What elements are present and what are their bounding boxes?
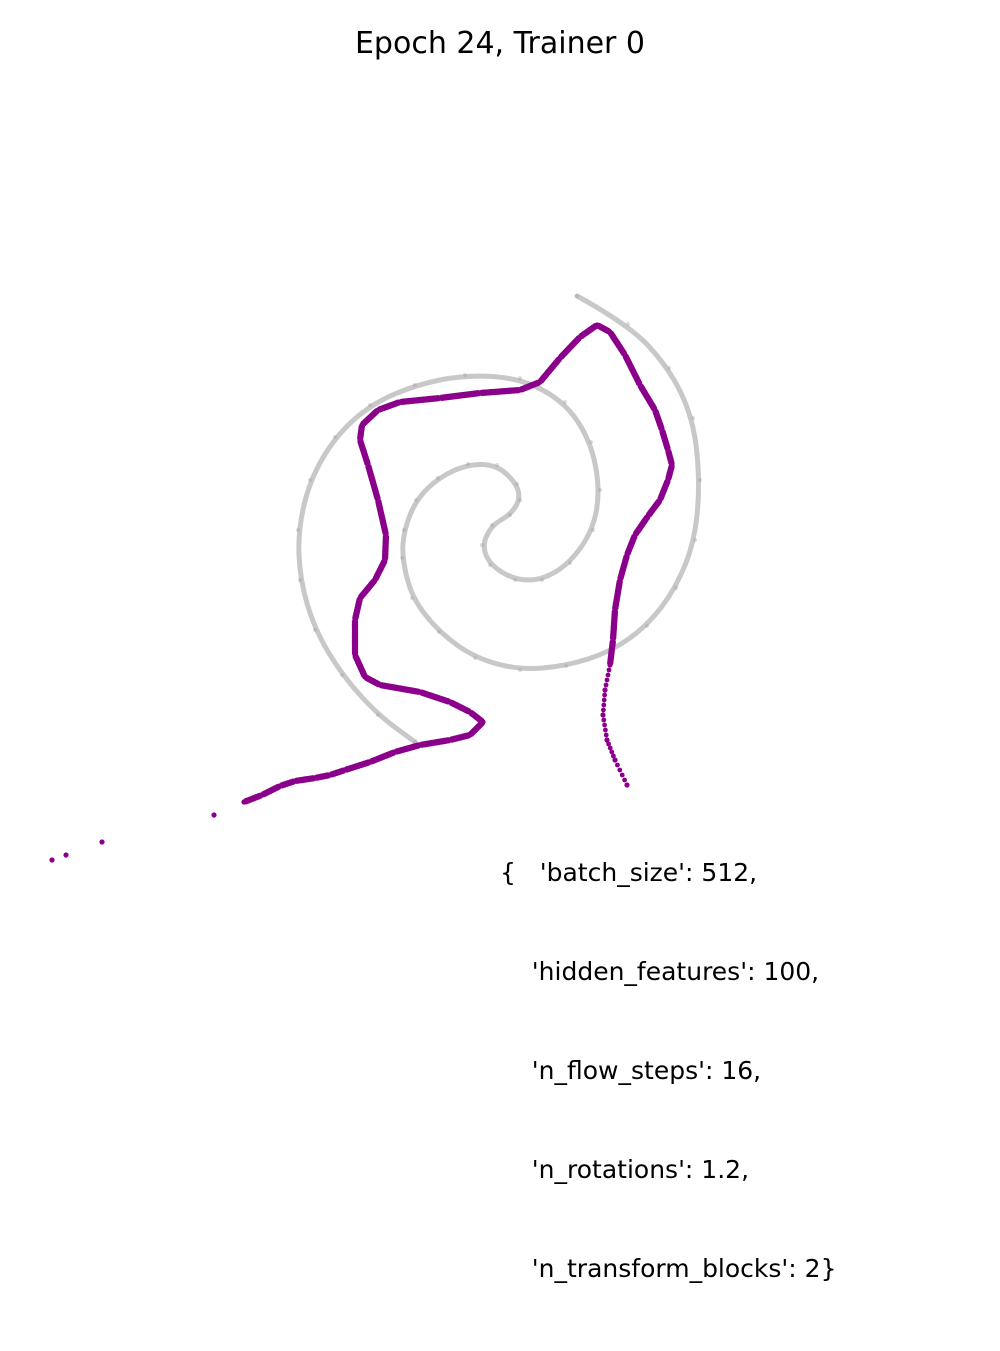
target-point — [480, 543, 484, 547]
sample-point — [602, 722, 607, 728]
target-point — [563, 400, 567, 404]
sample-point — [602, 692, 607, 698]
sample-point — [606, 741, 611, 747]
target-point — [591, 528, 595, 532]
sample-point — [603, 727, 608, 733]
config-line: 'hidden_features': 100, — [500, 957, 820, 986]
sample-point — [607, 662, 613, 668]
sample-point — [609, 749, 615, 755]
sample-point — [604, 677, 610, 683]
target-point — [513, 578, 517, 582]
figure: Epoch 24, Trainer 0 { 'batch_size': 512,… — [49, 26, 836, 1283]
target-point — [495, 463, 499, 467]
sample-point — [603, 732, 609, 738]
target-point — [518, 498, 522, 502]
sample-point — [611, 753, 616, 759]
sample-point — [603, 682, 609, 688]
sample-point — [601, 717, 607, 723]
target-point — [698, 478, 702, 482]
sample-point — [619, 772, 625, 778]
sample-point — [63, 852, 69, 858]
config-line: 'n_flow_steps': 16, — [500, 1056, 762, 1085]
sample-point — [615, 762, 620, 768]
target-point — [340, 673, 344, 677]
sample-point — [601, 697, 607, 703]
target-spiral — [296, 293, 702, 745]
target-point — [564, 664, 568, 668]
sample-point — [600, 712, 606, 718]
config-annotation: { 'batch_size': 512, 'hidden_features': … — [500, 790, 836, 1351]
target-point — [463, 373, 467, 377]
sample-point — [605, 672, 611, 678]
target-point — [473, 656, 477, 660]
target-point — [515, 482, 519, 486]
target-point — [410, 596, 414, 600]
sample-point — [601, 707, 606, 713]
target-point — [693, 538, 697, 542]
target-point — [400, 556, 404, 560]
sample-point — [607, 745, 613, 751]
target-point — [645, 624, 649, 628]
target-point — [402, 528, 406, 532]
plot-area — [49, 293, 702, 863]
target-point — [368, 403, 372, 407]
target-point — [598, 488, 602, 492]
target-point — [333, 435, 337, 439]
target-point — [691, 416, 695, 420]
sample-point — [624, 782, 630, 788]
target-point — [589, 440, 593, 444]
target-point — [626, 322, 630, 326]
sample-points — [49, 322, 675, 863]
target-point — [667, 366, 671, 370]
target-point — [296, 528, 300, 532]
target-spiral-curve — [296, 293, 702, 745]
sample-point — [99, 839, 105, 845]
target-point — [518, 376, 522, 380]
config-line: { 'batch_size': 512, — [500, 858, 758, 887]
sample-point — [49, 857, 55, 863]
target-point — [490, 523, 494, 527]
target-point — [414, 498, 418, 502]
target-point — [376, 713, 380, 717]
target-point — [508, 513, 512, 517]
config-line: 'n_rotations': 1.2, — [500, 1155, 750, 1184]
target-point — [540, 578, 544, 582]
target-point — [466, 462, 470, 466]
sample-point — [622, 777, 627, 783]
chart-title: Epoch 24, Trainer 0 — [354, 26, 646, 61]
sample-point — [211, 812, 217, 818]
target-point — [568, 561, 572, 565]
target-point — [308, 478, 312, 482]
sample-point — [602, 687, 608, 693]
target-point — [298, 578, 302, 582]
target-point — [413, 383, 417, 387]
sample-point — [604, 737, 610, 743]
target-point — [674, 586, 678, 590]
target-point — [437, 630, 441, 634]
target-point — [488, 563, 492, 567]
sample-point — [601, 702, 607, 708]
target-point — [313, 628, 317, 632]
config-line: 'n_transform_blocks': 2} — [500, 1254, 837, 1283]
sample-point — [612, 757, 618, 763]
target-point — [575, 294, 579, 298]
sample-point — [606, 667, 612, 673]
target-point — [518, 668, 522, 672]
target-point — [436, 476, 440, 480]
sample-point — [617, 767, 623, 773]
